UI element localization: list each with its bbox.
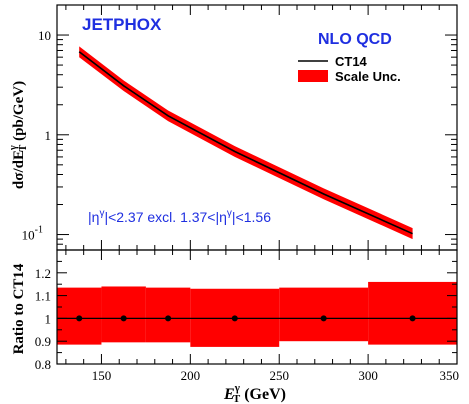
x-axis-title: Eγ T (GeV) bbox=[223, 382, 286, 404]
ratio-y-axis-title: Ratio to CT14 bbox=[11, 263, 27, 354]
x-tick-label: 200 bbox=[181, 368, 201, 383]
ratio-band bbox=[368, 281, 457, 345]
x-tick-label: 250 bbox=[269, 368, 289, 383]
ratio-point bbox=[320, 315, 327, 322]
ct14-central-line bbox=[78, 51, 413, 235]
ratio-y-tick-label: 1.2 bbox=[35, 266, 51, 281]
ratio-point bbox=[120, 315, 127, 322]
x-tick-label: 150 bbox=[92, 368, 112, 383]
eta-annotation: |ηγ|<2.37 excl. 1.37<|ηγ|<1.56 bbox=[88, 208, 271, 225]
main-y-tick-labels: 10-1 1 10 bbox=[22, 28, 51, 243]
legend-scale-swatch bbox=[298, 70, 328, 82]
legend-title: NLO QCD bbox=[318, 31, 392, 48]
x-tick-labels: 150 200 250 300 350 bbox=[92, 368, 459, 383]
main-ticks bbox=[57, 4, 458, 251]
ratio-bands bbox=[57, 281, 457, 347]
ratio-point bbox=[231, 315, 238, 322]
scale-uncertainty-band bbox=[79, 46, 413, 240]
ratio-point bbox=[76, 315, 83, 322]
ratio-point bbox=[409, 315, 416, 322]
ratio-band bbox=[101, 286, 146, 343]
x-tick-label: 300 bbox=[358, 368, 378, 383]
main-y-tick-label: 1 bbox=[45, 128, 52, 143]
ratio-y-tick-label: 0.8 bbox=[35, 357, 51, 372]
ratio-band bbox=[279, 287, 369, 342]
ratio-points bbox=[76, 315, 416, 322]
main-y-tick-label: 10-1 bbox=[22, 225, 43, 243]
ratio-y-tick-label: 1.1 bbox=[35, 289, 51, 304]
ratio-y-tick-labels: 0.8 0.9 1 1.1 1.2 bbox=[35, 266, 51, 372]
ratio-panel: 0.8 0.9 1 1.1 1.2 150 200 250 300 350 Ratio to C… bbox=[11, 249, 459, 404]
legend-ct14-label: CT14 bbox=[335, 54, 368, 69]
ratio-ticks bbox=[57, 249, 458, 365]
ratio-y-tick-label: 0.9 bbox=[35, 334, 51, 349]
x-tick-label: 350 bbox=[440, 368, 460, 383]
ratio-point bbox=[165, 315, 172, 322]
legend-scale-label: Scale Unc. bbox=[335, 69, 401, 84]
ratio-band bbox=[145, 287, 191, 343]
ratio-y-tick-label: 1 bbox=[45, 311, 52, 326]
tool-label: JETPHOX bbox=[82, 15, 162, 34]
main-y-tick-label: 10 bbox=[38, 28, 51, 43]
main-y-axis-title: dσ/dEγT (pb/GeV) bbox=[8, 81, 29, 189]
